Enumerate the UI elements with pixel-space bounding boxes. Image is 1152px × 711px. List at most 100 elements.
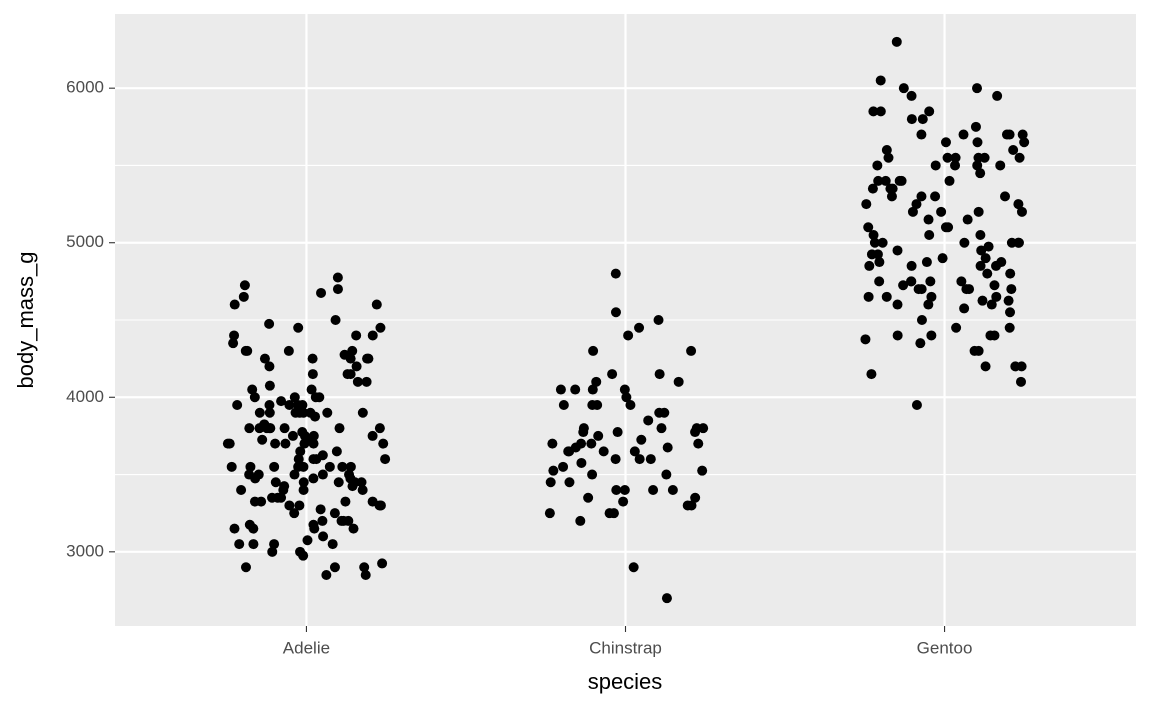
point	[975, 230, 986, 240]
point	[374, 423, 385, 434]
point	[925, 276, 936, 287]
point	[619, 485, 630, 495]
point	[950, 160, 961, 171]
point	[308, 473, 319, 484]
point	[980, 361, 991, 372]
point	[868, 230, 879, 240]
point	[586, 438, 597, 449]
point	[331, 446, 342, 457]
point	[294, 407, 305, 418]
point	[936, 206, 947, 217]
point	[992, 90, 1003, 101]
point	[995, 160, 1006, 171]
point	[367, 496, 378, 507]
point	[985, 330, 996, 341]
point	[942, 152, 953, 163]
point	[330, 315, 341, 325]
point	[1006, 284, 1017, 295]
point	[293, 322, 304, 333]
point	[697, 465, 708, 476]
point	[986, 299, 997, 310]
point	[598, 446, 609, 457]
point	[226, 461, 237, 472]
point	[324, 461, 335, 472]
point	[287, 430, 298, 441]
point	[634, 454, 645, 465]
point	[863, 222, 874, 233]
point	[317, 469, 328, 480]
point	[972, 160, 983, 171]
point	[249, 392, 260, 403]
point	[1014, 152, 1025, 163]
point	[956, 276, 967, 287]
point	[911, 199, 922, 210]
point	[877, 237, 888, 248]
y-tick-label: 3000	[66, 541, 104, 560]
point	[308, 519, 319, 530]
point	[563, 446, 574, 457]
point	[1000, 191, 1011, 202]
point	[270, 438, 281, 449]
point	[232, 400, 243, 410]
point	[259, 353, 270, 364]
point	[972, 83, 983, 94]
y-tick-label: 5000	[66, 232, 104, 251]
point	[297, 400, 308, 410]
point	[621, 392, 632, 403]
point	[686, 345, 697, 356]
point	[610, 454, 621, 465]
point	[872, 249, 883, 260]
point	[332, 284, 343, 295]
point	[950, 152, 961, 163]
point	[959, 237, 970, 248]
point	[1003, 295, 1014, 306]
point	[337, 461, 348, 472]
y-tick-label: 6000	[66, 78, 104, 97]
point	[860, 334, 871, 345]
point	[587, 469, 598, 480]
point	[673, 376, 684, 387]
point	[937, 253, 948, 264]
point	[612, 427, 623, 438]
point	[264, 318, 275, 329]
point	[924, 230, 935, 240]
point	[915, 338, 926, 349]
point	[578, 427, 589, 438]
point	[351, 330, 362, 341]
point	[690, 427, 701, 438]
point	[289, 469, 300, 480]
point	[892, 245, 903, 256]
point	[868, 106, 879, 117]
point	[322, 407, 333, 418]
point	[662, 442, 673, 453]
point	[310, 392, 321, 403]
point	[864, 260, 875, 271]
point	[881, 291, 892, 302]
point	[959, 303, 970, 314]
point	[242, 345, 253, 356]
point	[289, 508, 300, 519]
point	[628, 562, 639, 573]
point	[264, 400, 275, 410]
point	[916, 129, 927, 140]
point	[913, 284, 924, 295]
point	[906, 260, 917, 271]
point	[293, 454, 304, 465]
point	[298, 477, 309, 488]
point	[634, 322, 645, 333]
point	[289, 392, 300, 403]
point	[924, 106, 935, 117]
point	[969, 345, 980, 356]
point	[618, 496, 629, 507]
point	[591, 376, 602, 387]
point	[643, 415, 654, 426]
point	[224, 438, 235, 449]
point	[361, 376, 372, 387]
point	[648, 485, 659, 495]
point	[279, 423, 290, 434]
point	[636, 434, 647, 445]
point	[332, 272, 343, 283]
point	[1001, 129, 1012, 140]
point	[375, 322, 386, 333]
point	[1005, 268, 1016, 279]
